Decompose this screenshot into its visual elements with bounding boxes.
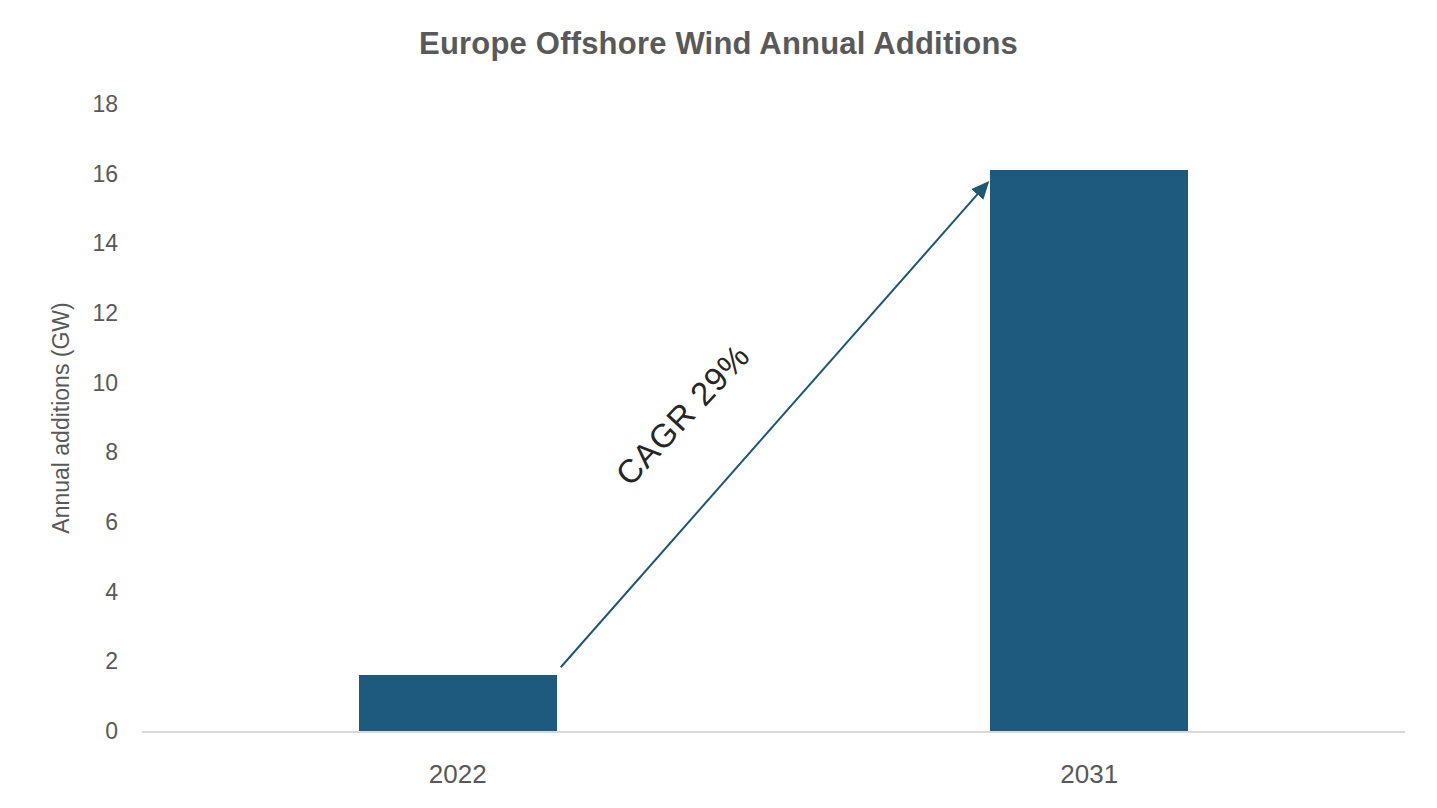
y-axis-title: Annual additions (GW) [48, 302, 75, 533]
y-tick-label: 10 [58, 369, 118, 396]
x-category-label: 2022 [358, 759, 558, 790]
cagr-annotation-label: CAGR 29% [608, 337, 758, 494]
y-tick-label: 8 [58, 439, 118, 466]
bar-chart: Europe Offshore Wind Annual Additions An… [0, 0, 1437, 808]
chart-title: Europe Offshore Wind Annual Additions [0, 26, 1437, 62]
bar-2022 [359, 675, 557, 731]
y-tick-label: 18 [58, 91, 118, 118]
y-tick-label: 14 [58, 230, 118, 257]
y-tick-label: 2 [58, 648, 118, 675]
y-tick-label: 4 [58, 578, 118, 605]
y-tick-label: 0 [58, 718, 118, 745]
y-tick-label: 16 [58, 160, 118, 187]
x-axis-line [142, 731, 1405, 733]
bar-2031 [990, 170, 1188, 731]
x-category-label: 2031 [989, 759, 1189, 790]
y-tick-label: 6 [58, 509, 118, 536]
y-tick-label: 12 [58, 300, 118, 327]
